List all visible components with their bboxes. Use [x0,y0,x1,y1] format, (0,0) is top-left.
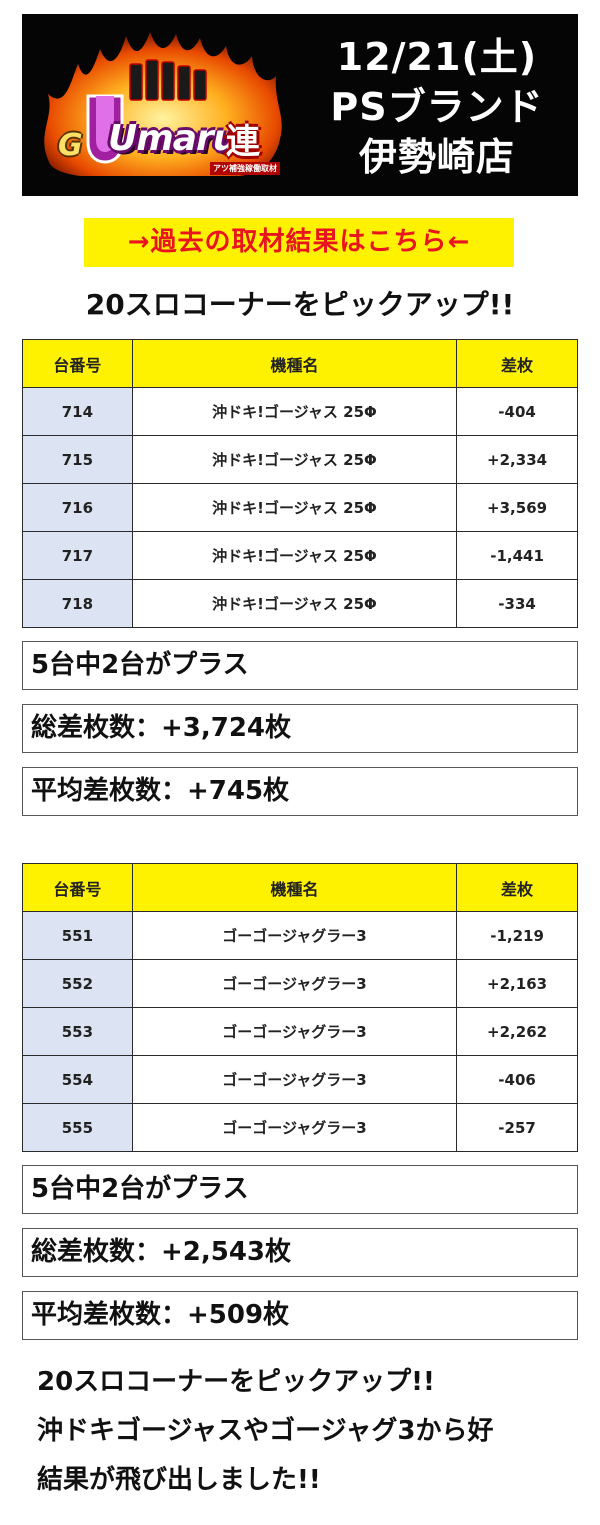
coin-diff: -404 [456,387,578,436]
table-row: 552 ゴーゴージャグラー3 +2,163 [22,959,578,1008]
coin-diff: -406 [456,1055,578,1104]
machine-number: 553 [22,1007,133,1056]
model-name: ゴーゴージャグラー3 [131,1055,458,1104]
coin-diff: +2,163 [456,959,578,1008]
header-machine-number: 台番号 [22,863,133,912]
machine-number: 551 [22,911,133,960]
model-name: 沖ドキ!ゴージャス 25Φ [131,579,458,628]
coin-diff: -334 [456,579,578,628]
header-banner: G Umaru 連 アツ補強稼働取材 12/21(土) PSブランド 伊勢崎店 [22,14,578,196]
footer-line-1: 20スロコーナーをピックアップ!! [37,1367,435,1397]
table-row: 718 沖ドキ!ゴージャス 25Φ -334 [22,579,578,628]
table-row: 717 沖ドキ!ゴージャス 25Φ -1,441 [22,531,578,580]
footer-line-2: 沖ドキゴージャスやゴージャグ3から好 [37,1416,494,1446]
store-name: 伊勢崎店 [358,135,515,179]
event-date: 12/21(土) [336,35,538,79]
table-row: 715 沖ドキ!ゴージャス 25Φ +2,334 [22,435,578,484]
average-diff-summary: 平均差枚数：+509枚 [22,1291,578,1340]
machine-number: 715 [22,435,133,484]
coin-diff: +3,569 [456,483,578,532]
plus-count-summary: 5台中2台がプラス [22,1165,578,1214]
header-coin-diff: 差枚 [456,339,578,388]
machine-number: 555 [22,1103,133,1152]
umaru-ren-logo: G Umaru 連 アツ補強稼働取材 [30,24,292,184]
table-header-row: 台番号 機種名 差枚 [22,339,578,388]
table-row: 555 ゴーゴージャグラー3 -257 [22,1103,578,1152]
table-row: 716 沖ドキ!ゴージャス 25Φ +3,569 [22,483,578,532]
model-name: ゴーゴージャグラー3 [131,959,458,1008]
header-machine-number: 台番号 [22,339,133,388]
pickup-heading: 20スロコーナーをピックアップ!! [85,288,515,321]
flame-logo-graphic [44,32,282,176]
machine-number: 716 [22,483,133,532]
average-diff-summary: 平均差枚数：+745枚 [22,767,578,816]
total-diff-summary: 総差枚数：+3,724枚 [22,704,578,753]
total-diff-summary: 総差枚数：+2,543枚 [22,1228,578,1277]
footer-line-3: 結果が飛び出しました!! [37,1465,321,1495]
model-name: ゴーゴージャグラー3 [131,1103,458,1152]
logo-g-letter: G [58,128,83,163]
table-header-row: 台番号 機種名 差枚 [22,863,578,912]
results-table-okidoki: 台番号 機種名 差枚 714 沖ドキ!ゴージャス 25Φ -404 715 沖ド… [22,339,578,628]
plus-count-summary: 5台中2台がプラス [22,641,578,690]
machine-number: 552 [22,959,133,1008]
coin-diff: -1,441 [456,531,578,580]
past-results-link[interactable]: →過去の取材結果はこちら← [84,218,514,267]
table-row: 554 ゴーゴージャグラー3 -406 [22,1055,578,1104]
coin-diff: +2,334 [456,435,578,484]
coin-diff: -257 [456,1103,578,1152]
coin-diff: +2,262 [456,1007,578,1056]
machine-number: 554 [22,1055,133,1104]
machine-number: 714 [22,387,133,436]
header-model-name: 機種名 [131,863,458,912]
header-coin-diff: 差枚 [456,863,578,912]
model-name: 沖ドキ!ゴージャス 25Φ [131,531,458,580]
model-name: 沖ドキ!ゴージャス 25Φ [131,483,458,532]
model-name: 沖ドキ!ゴージャス 25Φ [131,435,458,484]
logo-word: Umaru [108,118,238,159]
machine-number: 717 [22,531,133,580]
footer-comment: 20スロコーナーをピックアップ!! 沖ドキゴージャスやゴージャグ3から好 結果が… [37,1358,577,1505]
brand-name: PSブランド [330,85,544,129]
model-name: ゴーゴージャグラー3 [131,911,458,960]
model-name: ゴーゴージャグラー3 [131,1007,458,1056]
logo-ren-kanji: 連 [226,122,260,162]
table-row: 553 ゴーゴージャグラー3 +2,262 [22,1007,578,1056]
header-model-name: 機種名 [131,339,458,388]
header-title: 12/21(土) PSブランド 伊勢崎店 [307,32,567,182]
table-row: 714 沖ドキ!ゴージャス 25Φ -404 [22,387,578,436]
table-row: 551 ゴーゴージャグラー3 -1,219 [22,911,578,960]
coin-diff: -1,219 [456,911,578,960]
machine-number: 718 [22,579,133,628]
results-table-gogo-juggler: 台番号 機種名 差枚 551 ゴーゴージャグラー3 -1,219 552 ゴーゴ… [22,863,578,1152]
model-name: 沖ドキ!ゴージャス 25Φ [131,387,458,436]
logo-subtitle: アツ補強稼働取材 [210,162,280,175]
